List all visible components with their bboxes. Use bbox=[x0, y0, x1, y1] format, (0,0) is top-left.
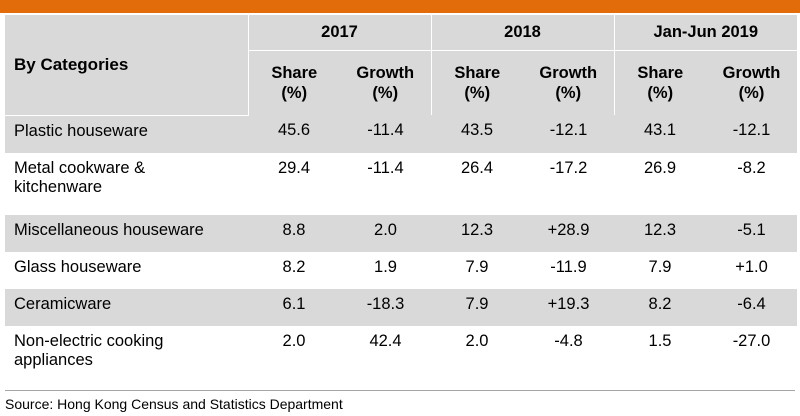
growth-value-cell: +19.3 bbox=[523, 288, 614, 326]
share-value-cell: 8.2 bbox=[282, 257, 306, 276]
share-value-cell: 2.0 bbox=[465, 331, 489, 350]
table-row: Ceramicware 6.1 -18.3 7.9 +19.3 8.2 -6.4 bbox=[5, 288, 797, 326]
header-share: Share (%) bbox=[430, 50, 523, 115]
category-cell: Plastic houseware bbox=[5, 115, 248, 153]
source-note: Source: Hong Kong Census and Statistics … bbox=[5, 396, 343, 412]
growth-value-cell: -4.8 bbox=[554, 331, 583, 350]
share-value-cell: 43.5 bbox=[431, 115, 523, 153]
header-growth: Growth (%) bbox=[523, 50, 614, 115]
share-value-cell: 12.3 bbox=[614, 214, 706, 252]
growth-value-cell: -12.1 bbox=[523, 115, 614, 153]
header-year-2017: 2017 bbox=[247, 15, 431, 51]
footer-divider bbox=[5, 390, 795, 391]
category-cell: Glass houseware bbox=[14, 257, 142, 276]
category-cell: Non-electric cooking appliances bbox=[14, 331, 164, 369]
header-share: Share (%) bbox=[247, 50, 340, 115]
header-category: By Categories bbox=[5, 15, 248, 116]
categories-table: By Categories 2017 2018 Jan-Jun 2019 Sha… bbox=[5, 15, 797, 389]
share-value-cell: 26.9 bbox=[643, 158, 677, 177]
share-value-cell: 26.4 bbox=[460, 158, 494, 177]
table-row: Plastic houseware 45.6 -11.4 43.5 -12.1 43.1-… bbox=[5, 115, 797, 153]
share-value-cell: 12.3 bbox=[431, 214, 523, 252]
growth-value-cell: -5.1 bbox=[706, 214, 797, 252]
share-value-cell: 1.5 bbox=[648, 331, 672, 350]
top-accent-bar bbox=[0, 0, 800, 13]
header-row-measures: Share (%) Growth (%) Share (%) Growth (%) Sh… bbox=[5, 50, 797, 115]
table-row: Metal cookware & kitchenware 29.4 -11.4 26.4… bbox=[5, 153, 797, 215]
share-value-cell: 8.2 bbox=[614, 288, 706, 326]
header-period-2019: Jan-Jun 2019 bbox=[613, 15, 797, 51]
category-cell: Metal cookware & kitchenware bbox=[14, 158, 146, 196]
table-row: Glass houseware 8.2 1.9 7.9 -11.9 7.9 +1.0 bbox=[5, 252, 797, 289]
table-row: Non-electric cooking appliances 2.0 42.4 2.0… bbox=[5, 326, 797, 389]
header-growth: Growth (%) bbox=[706, 50, 797, 115]
share-value-cell: 2.0 bbox=[282, 331, 306, 350]
category-cell: Miscellaneous houseware bbox=[5, 214, 248, 252]
growth-value-cell: -27.0 bbox=[732, 331, 771, 350]
table-body: Plastic houseware 45.6 -11.4 43.5 -12.1 43.1-… bbox=[5, 115, 797, 389]
growth-value-cell: +1.0 bbox=[735, 257, 768, 276]
growth-value-cell: 42.4 bbox=[369, 331, 402, 350]
growth-value-cell: -11.9 bbox=[550, 257, 587, 276]
growth-value-cell: -11.4 bbox=[340, 115, 431, 153]
share-value-cell: 8.8 bbox=[248, 214, 340, 252]
share-value-cell: 29.4 bbox=[277, 158, 311, 177]
table-row: Miscellaneous houseware 8.8 2.0 12.3 +28.9 12… bbox=[5, 214, 797, 252]
header-year-2018: 2018 bbox=[430, 15, 614, 51]
growth-value-cell: 1.9 bbox=[374, 257, 397, 276]
growth-value-cell: -17.2 bbox=[549, 158, 588, 177]
header-row-years: By Categories 2017 2018 Jan-Jun 2019 bbox=[5, 15, 797, 116]
growth-value-cell: -12.1 bbox=[706, 115, 797, 153]
growth-value-cell: -8.2 bbox=[737, 158, 766, 177]
growth-value-cell: 2.0 bbox=[340, 214, 431, 252]
share-value-cell: 7.9 bbox=[431, 288, 523, 326]
growth-value-cell: -11.4 bbox=[367, 158, 404, 177]
share-value-cell: 43.1 bbox=[614, 115, 706, 153]
header-growth: Growth (%) bbox=[340, 50, 431, 115]
growth-value-cell: -6.4 bbox=[706, 288, 797, 326]
share-value-cell: 7.9 bbox=[648, 257, 672, 276]
header-share: Share (%) bbox=[613, 50, 706, 115]
share-value-cell: 7.9 bbox=[465, 257, 489, 276]
share-value-cell: 6.1 bbox=[248, 288, 340, 326]
growth-value-cell: -18.3 bbox=[340, 288, 431, 326]
share-value-cell: 45.6 bbox=[248, 115, 340, 153]
growth-value-cell: +28.9 bbox=[523, 214, 614, 252]
category-cell: Ceramicware bbox=[5, 288, 248, 326]
